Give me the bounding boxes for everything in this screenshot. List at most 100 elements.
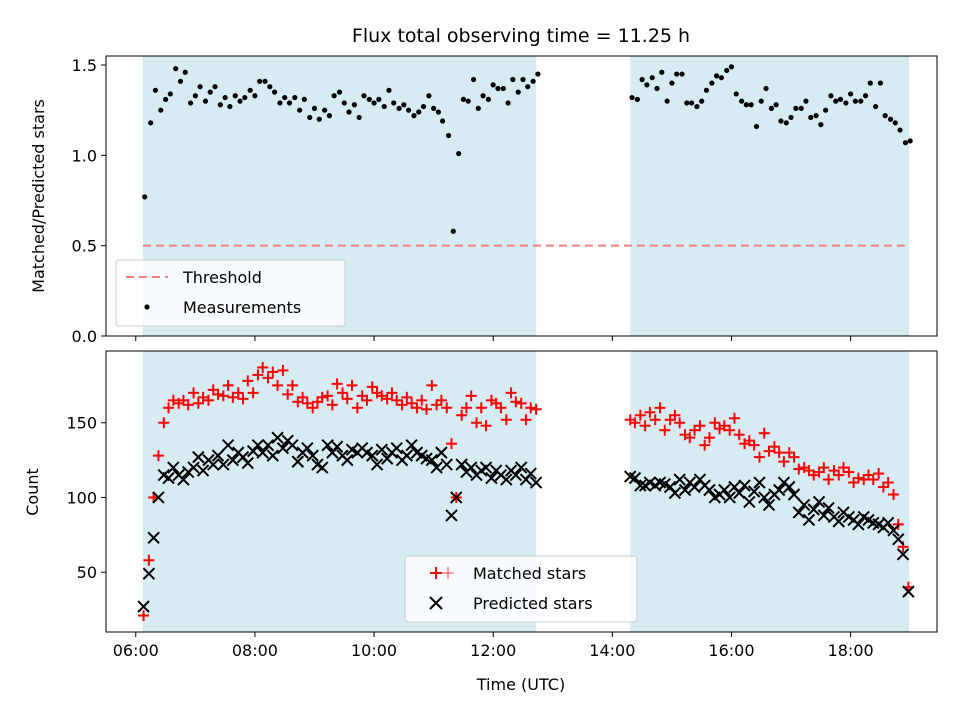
measurement-point bbox=[485, 96, 492, 102]
matched-star-point bbox=[307, 402, 319, 414]
matched-star-point bbox=[286, 379, 298, 391]
measurement-point bbox=[718, 75, 724, 81]
measurement-point bbox=[858, 98, 864, 104]
count-y-axis-label: Count bbox=[23, 468, 42, 516]
measurement-point bbox=[679, 71, 685, 77]
matched-star-point bbox=[237, 393, 249, 405]
predicted-star-point bbox=[628, 471, 642, 485]
measurement-point bbox=[450, 228, 456, 234]
matched-star-point bbox=[629, 417, 641, 429]
matched-star-point bbox=[252, 369, 264, 381]
matched-star-point bbox=[411, 402, 423, 414]
predicted-star-point bbox=[152, 491, 165, 504]
predicted-star-point bbox=[330, 440, 344, 453]
count-y-ticks: 50 100 150 bbox=[66, 414, 106, 582]
x-tick-label: 06:00 bbox=[113, 641, 159, 660]
measurement-point bbox=[247, 87, 253, 93]
ratio-legend-box bbox=[115, 259, 346, 327]
measurement-point bbox=[267, 84, 273, 90]
measurement-point bbox=[500, 85, 506, 92]
measurement-point bbox=[674, 71, 680, 77]
measurement-point bbox=[763, 85, 769, 92]
measurement-point bbox=[515, 89, 521, 95]
predicted-star-point bbox=[881, 516, 895, 530]
matched-star-point bbox=[465, 390, 477, 402]
matched-star-point bbox=[753, 451, 765, 463]
predicted-star-point bbox=[211, 449, 225, 462]
measurement-point bbox=[877, 80, 884, 86]
measurement-point bbox=[361, 93, 367, 99]
measurement-point bbox=[520, 76, 526, 83]
matched-star-point bbox=[515, 397, 527, 409]
predicted-star-point bbox=[718, 483, 731, 497]
matched-star-point bbox=[322, 390, 334, 402]
measurement-point bbox=[307, 114, 313, 121]
measurement-point bbox=[867, 80, 873, 86]
measurement-point bbox=[694, 103, 700, 110]
matched-star-point bbox=[634, 409, 646, 421]
matched-star-point bbox=[639, 420, 651, 432]
measurement-point bbox=[187, 100, 194, 106]
measurement-point bbox=[733, 91, 739, 97]
matched-star-point bbox=[401, 391, 413, 403]
predicted-star-point bbox=[822, 501, 835, 515]
x-tick-label: 16:00 bbox=[708, 641, 754, 660]
y-tick-label: 0.5 bbox=[72, 237, 97, 256]
y-tick-label: 100 bbox=[66, 488, 97, 507]
matched-star-point bbox=[768, 441, 780, 453]
measurement-point bbox=[431, 105, 437, 111]
x-tick-label: 10:00 bbox=[351, 641, 397, 660]
measurement-point bbox=[331, 93, 337, 99]
matched-star-point bbox=[336, 387, 348, 399]
predicted-star-point bbox=[366, 449, 379, 462]
predicted-star-point bbox=[678, 483, 692, 497]
matched-star-point bbox=[222, 379, 234, 391]
measurement-point bbox=[252, 93, 258, 99]
matched-star-point bbox=[182, 399, 194, 411]
matched-star-point bbox=[277, 364, 289, 376]
predicted-star-point bbox=[887, 524, 900, 537]
measurement-point bbox=[416, 109, 422, 115]
measurement-point bbox=[833, 98, 839, 104]
matched-star-point bbox=[366, 381, 378, 393]
y-tick-label: 50 bbox=[77, 563, 97, 582]
predicted-star-point bbox=[167, 461, 180, 474]
matched-star-point bbox=[471, 417, 483, 429]
predicted-star-point bbox=[207, 458, 220, 471]
count-panel-frame bbox=[105, 350, 938, 633]
matched-star-point bbox=[867, 474, 879, 486]
predicted-star-point bbox=[485, 471, 498, 485]
predicted-star-point bbox=[217, 458, 230, 471]
measurement-point bbox=[828, 93, 834, 99]
predicted-star-point bbox=[226, 453, 240, 467]
predicted-star-point bbox=[271, 431, 284, 444]
measurement-point bbox=[649, 75, 655, 81]
matched-star-point bbox=[396, 399, 408, 411]
matched-star-point bbox=[232, 387, 244, 399]
matched-star-point bbox=[773, 447, 785, 459]
matched-star-point bbox=[297, 391, 309, 403]
measurement-point bbox=[892, 120, 898, 126]
ratio-legend: Threshold Measurements bbox=[115, 259, 346, 327]
measurement-point bbox=[699, 98, 705, 104]
predicted-star-point bbox=[738, 479, 751, 492]
measurement-point bbox=[490, 82, 496, 88]
measurement-point bbox=[297, 107, 303, 113]
measurement-point bbox=[788, 114, 794, 121]
matched-star-point bbox=[267, 366, 279, 378]
matched-star-point bbox=[163, 402, 175, 414]
measurement-point bbox=[167, 91, 173, 97]
measurement-point bbox=[823, 107, 829, 113]
count-legend-box bbox=[404, 555, 638, 623]
measurement-point bbox=[292, 94, 298, 101]
matched-star-point bbox=[649, 414, 661, 426]
matched-star-point bbox=[212, 388, 224, 400]
predicted-star-point bbox=[783, 480, 796, 494]
matched-star-point bbox=[888, 488, 900, 500]
measurement-point bbox=[435, 109, 441, 115]
matched-star-point bbox=[152, 450, 164, 462]
threshold-legend-label: Threshold bbox=[182, 268, 262, 287]
measurement-point bbox=[639, 76, 645, 83]
predicted-star-point bbox=[266, 449, 280, 462]
ratio-panel-frame bbox=[105, 55, 938, 337]
